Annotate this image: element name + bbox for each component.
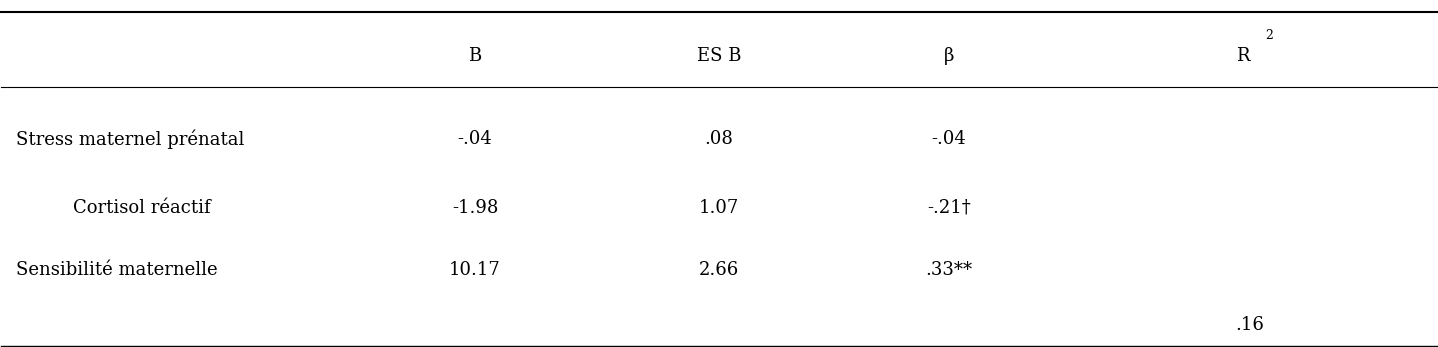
Text: B: B [469, 48, 482, 66]
Text: Cortisol réactif: Cortisol réactif [73, 199, 211, 217]
Text: -.04: -.04 [932, 130, 966, 148]
Text: R: R [1237, 48, 1250, 66]
Text: -.04: -.04 [457, 130, 492, 148]
Text: -.21†: -.21† [926, 199, 971, 217]
Text: .16: .16 [1235, 316, 1264, 334]
Text: 2: 2 [1265, 29, 1273, 42]
Text: -1.98: -1.98 [452, 199, 498, 217]
Text: Sensibilité maternelle: Sensibilité maternelle [16, 261, 217, 279]
Text: .33**: .33** [925, 261, 972, 279]
Text: 10.17: 10.17 [449, 261, 500, 279]
Text: 2.66: 2.66 [699, 261, 739, 279]
Text: .08: .08 [705, 130, 733, 148]
Text: Stress maternel prénatal: Stress maternel prénatal [16, 129, 244, 149]
Text: 1.07: 1.07 [699, 199, 739, 217]
Text: β: β [943, 48, 953, 66]
Text: ES B: ES B [697, 48, 741, 66]
